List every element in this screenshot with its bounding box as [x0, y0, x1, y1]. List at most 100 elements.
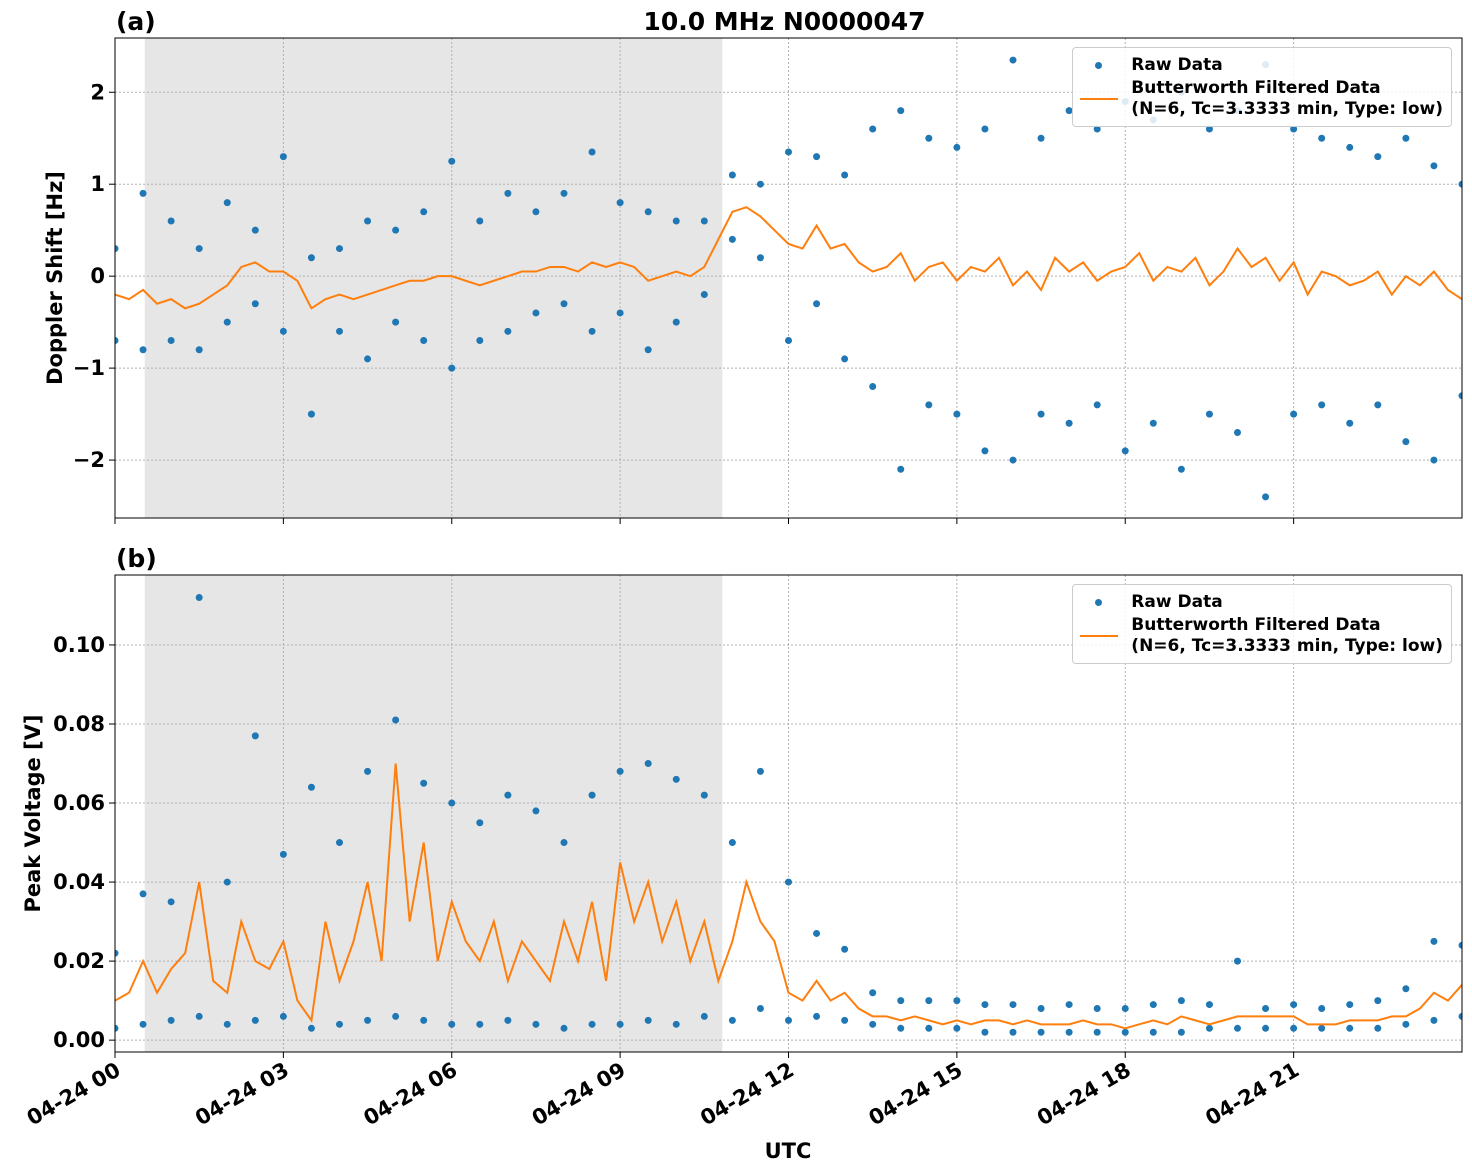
raw-point [251, 732, 259, 740]
raw-point [1458, 941, 1462, 949]
plot-area [115, 594, 1462, 1036]
raw-point [139, 1020, 147, 1028]
legend-symbol [1073, 54, 1131, 76]
raw-point [1177, 997, 1185, 1005]
legend-entry: Butterworth Filtered Data (N=6, Tc=3.333… [1073, 78, 1443, 120]
raw-point [223, 878, 231, 886]
legend-entry: Raw Data [1073, 54, 1443, 76]
raw-point [981, 1001, 989, 1009]
raw-point [336, 1020, 343, 1028]
raw-point [1318, 1024, 1326, 1032]
raw-point [1262, 1024, 1270, 1032]
raw-point [1346, 1024, 1354, 1032]
raw-point [420, 208, 428, 216]
y-tick-label: 0 [90, 264, 105, 288]
raw-point [1065, 1028, 1073, 1036]
raw-point [1093, 125, 1101, 133]
raw-point [700, 791, 708, 799]
raw-point [1121, 1005, 1129, 1013]
raw-point [1037, 410, 1045, 418]
raw-point [1290, 125, 1298, 133]
raw-point [1177, 465, 1185, 473]
x-tick-label: 04-24 00 [23, 1058, 125, 1131]
raw-point [532, 309, 540, 317]
raw-point [813, 300, 821, 308]
filtered-line [115, 206, 1462, 310]
raw-point [251, 226, 259, 234]
raw-point [420, 337, 428, 345]
raw-point [448, 157, 456, 165]
raw-point [115, 245, 119, 253]
raw-point [1037, 1028, 1045, 1036]
raw-point [279, 1012, 287, 1020]
y-tick-label: −1 [73, 356, 105, 380]
raw-point [392, 1012, 400, 1020]
raw-point [728, 839, 736, 847]
raw-point [1121, 1028, 1129, 1036]
raw-point [1402, 134, 1410, 142]
x-tick-label: 04-24 03 [191, 1058, 293, 1131]
raw-point [813, 1012, 821, 1020]
raw-point [728, 171, 736, 179]
raw-point [279, 327, 287, 335]
raw-point [869, 1020, 877, 1028]
raw-point [195, 594, 203, 602]
plot-area [115, 56, 1462, 501]
raw-point [167, 217, 175, 225]
raw-point [1430, 1016, 1438, 1024]
raw-point [1402, 438, 1410, 446]
legend-symbol [1073, 88, 1131, 110]
legend-label: Raw Data [1131, 591, 1223, 612]
raw-point [1318, 134, 1326, 142]
raw-point [785, 337, 792, 345]
shaded-span [144, 575, 723, 1052]
raw-point [1374, 1024, 1382, 1032]
raw-point [728, 235, 736, 243]
raw-point [588, 327, 596, 335]
raw-point [307, 410, 315, 418]
raw-point [392, 716, 400, 724]
raw-point [588, 148, 596, 156]
raw-point [476, 337, 484, 345]
raw-point [195, 1012, 203, 1020]
raw-point [336, 245, 343, 253]
raw-point [1205, 1001, 1213, 1009]
raw-point [1430, 162, 1438, 170]
legend-entry: Butterworth Filtered Data (N=6, Tc=3.333… [1073, 615, 1443, 657]
x-tick-label: 04-24 06 [359, 1058, 461, 1131]
raw-point [1065, 107, 1073, 115]
raw-point [420, 779, 428, 787]
raw-point [448, 364, 456, 372]
raw-point [616, 199, 624, 207]
legend: Raw Data Butterworth Filtered Data (N=6, … [1072, 47, 1452, 127]
legend-label: Butterworth Filtered Data (N=6, Tc=3.333… [1131, 615, 1443, 656]
y-tick-label: 0.00 [53, 1028, 105, 1052]
raw-point [167, 898, 175, 906]
raw-point [1093, 1028, 1101, 1036]
raw-point [1009, 456, 1017, 464]
raw-point [1430, 456, 1438, 464]
legend-label: Butterworth Filtered Data (N=6, Tc=3.333… [1131, 78, 1443, 119]
raw-point [560, 189, 568, 197]
panel-label: (a) [116, 7, 156, 36]
raw-point [897, 107, 905, 115]
y-tick-label: 0.10 [53, 633, 105, 657]
raw-point [1262, 493, 1270, 501]
raw-point [560, 839, 568, 847]
raw-point [1234, 1024, 1241, 1032]
raw-point [279, 850, 287, 858]
raw-point [841, 171, 849, 179]
raw-point [251, 300, 259, 308]
raw-point [364, 767, 372, 775]
legend-entry: Raw Data [1073, 591, 1443, 613]
raw-point [728, 1016, 736, 1024]
raw-point [504, 791, 512, 799]
raw-point [1318, 401, 1326, 409]
raw-point [167, 337, 175, 345]
raw-point [364, 1016, 372, 1024]
raw-point [841, 1016, 849, 1024]
raw-point [616, 309, 624, 317]
raw-point [672, 318, 680, 326]
